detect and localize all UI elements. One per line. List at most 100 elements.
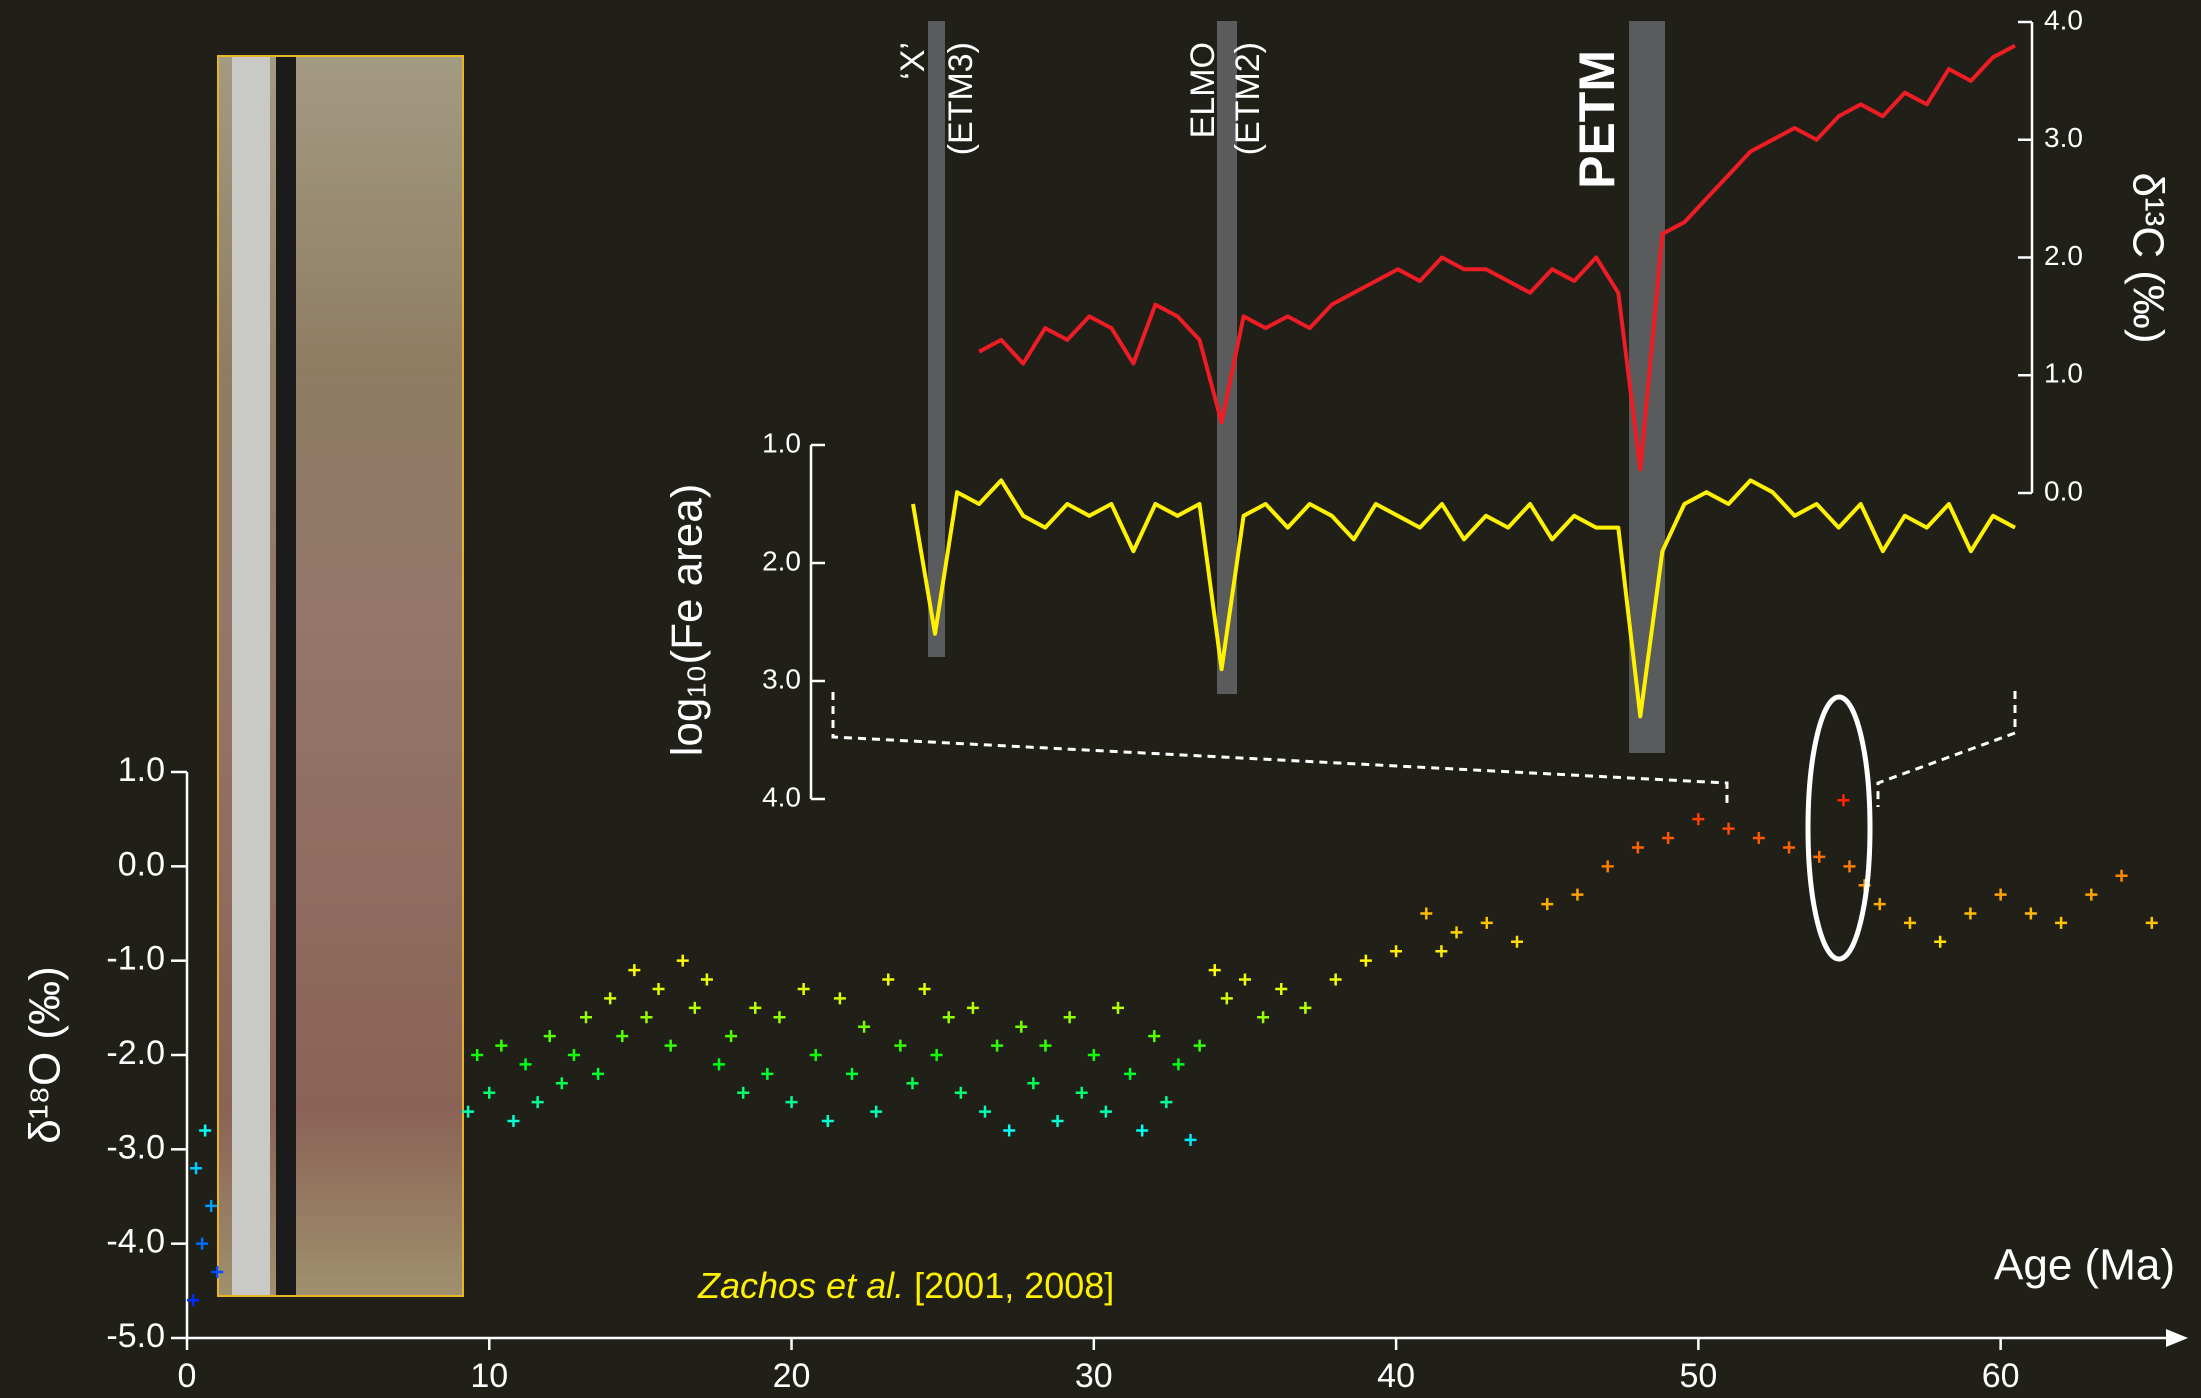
data-point — [1148, 1030, 1160, 1042]
data-point — [665, 1040, 677, 1052]
data-point — [2085, 889, 2097, 901]
data-point — [628, 964, 640, 976]
data-point — [616, 1030, 628, 1042]
data-point — [1124, 1068, 1136, 1080]
data-point — [1874, 898, 1886, 910]
y2-tick-label: 1.0 — [2044, 358, 2083, 389]
y-tick-label: 1.0 — [762, 427, 801, 458]
x-tick-label: 10 — [470, 1357, 508, 1395]
data-point — [1844, 860, 1856, 872]
data-point — [1039, 1040, 1051, 1052]
annotation: (ETM3) — [942, 42, 980, 155]
y-tick-label: -3.0 — [106, 1128, 165, 1166]
data-point — [919, 983, 931, 995]
data-point — [1239, 974, 1251, 986]
y-tick-label: -5.0 — [106, 1317, 165, 1355]
y2-tick-label: 2.0 — [2044, 240, 2083, 271]
x-tick-label: 20 — [773, 1357, 811, 1395]
data-point — [1541, 898, 1553, 910]
data-point — [858, 1021, 870, 1033]
data-point — [1481, 917, 1493, 929]
y-tick-label: 0.0 — [118, 845, 165, 883]
data-point — [1995, 889, 2007, 901]
data-point — [1602, 860, 1614, 872]
data-point — [196, 1238, 208, 1250]
x-axis-arrow — [2166, 1329, 2188, 1347]
data-line — [979, 46, 2015, 470]
data-point — [773, 1011, 785, 1023]
data-point — [991, 1040, 1003, 1052]
data-point — [544, 1030, 556, 1042]
y2-axis-label: δ¹³C (‰) — [2123, 172, 2172, 343]
x-tick-label: 60 — [1982, 1357, 2020, 1395]
data-point — [1420, 908, 1432, 920]
data-point — [943, 1011, 955, 1023]
data-point — [483, 1087, 495, 1099]
y-axis-label: δ¹⁸O (‰) — [21, 966, 70, 1143]
annotation: PETM — [1569, 50, 1625, 189]
data-point — [1360, 955, 1372, 967]
zoom-bracket — [833, 692, 1727, 807]
highlight-ellipse — [1808, 697, 1870, 959]
citation-authors: Zachos et al. — [697, 1265, 904, 1306]
data-point — [604, 992, 616, 1004]
data-point — [1390, 945, 1402, 957]
x-tick-label: 0 — [178, 1357, 197, 1395]
data-point — [190, 1162, 202, 1174]
annotation: ELMO — [1184, 42, 1222, 138]
data-point — [725, 1030, 737, 1042]
data-point — [894, 1040, 906, 1052]
annotation: (ETM2) — [1229, 42, 1267, 155]
data-point — [677, 955, 689, 967]
x-tick-label: 50 — [1679, 1357, 1717, 1395]
data-point — [1904, 917, 1916, 929]
data-point — [1160, 1096, 1172, 1108]
data-point — [1257, 1011, 1269, 1023]
data-point — [592, 1068, 604, 1080]
annotation: ‘X’ — [894, 42, 932, 80]
data-point — [1112, 1002, 1124, 1014]
data-point — [1934, 936, 1946, 948]
data-point — [979, 1106, 991, 1118]
data-point — [568, 1049, 580, 1061]
data-point — [1172, 1058, 1184, 1070]
data-point — [1964, 908, 1976, 920]
data-point — [1511, 936, 1523, 948]
data-point — [1221, 992, 1233, 1004]
data-point — [1753, 832, 1765, 844]
y-axis-label: log₁₀(Fe area) — [663, 484, 712, 757]
data-point — [1100, 1106, 1112, 1118]
data-point — [701, 974, 713, 986]
data-point — [1194, 1040, 1206, 1052]
data-point — [1571, 889, 1583, 901]
data-point — [1015, 1021, 1027, 1033]
data-point — [507, 1115, 519, 1127]
data-line — [913, 480, 2015, 716]
citation: Zachos et al. [2001, 2008] — [697, 1265, 1114, 1306]
y-tick-label: -2.0 — [106, 1034, 165, 1072]
data-point — [713, 1058, 725, 1070]
data-point — [2055, 917, 2067, 929]
data-point — [556, 1077, 568, 1089]
data-point — [520, 1058, 532, 1070]
data-point — [1003, 1124, 1015, 1136]
data-point — [1783, 841, 1795, 853]
data-point — [1632, 841, 1644, 853]
data-point — [834, 992, 846, 1004]
data-point — [1299, 1002, 1311, 1014]
core-photo — [218, 56, 463, 1296]
data-point — [955, 1087, 967, 1099]
y2-tick-label: 4.0 — [2044, 4, 2083, 35]
data-point — [471, 1049, 483, 1061]
data-point — [870, 1106, 882, 1118]
data-point — [1451, 926, 1463, 938]
data-point — [1692, 813, 1704, 825]
x-tick-label: 30 — [1075, 1357, 1113, 1395]
data-point — [1064, 1011, 1076, 1023]
data-point — [761, 1068, 773, 1080]
data-point — [1662, 832, 1674, 844]
data-point — [653, 983, 665, 995]
data-point — [532, 1096, 544, 1108]
data-point — [2146, 917, 2158, 929]
x-tick-label: 40 — [1377, 1357, 1415, 1395]
